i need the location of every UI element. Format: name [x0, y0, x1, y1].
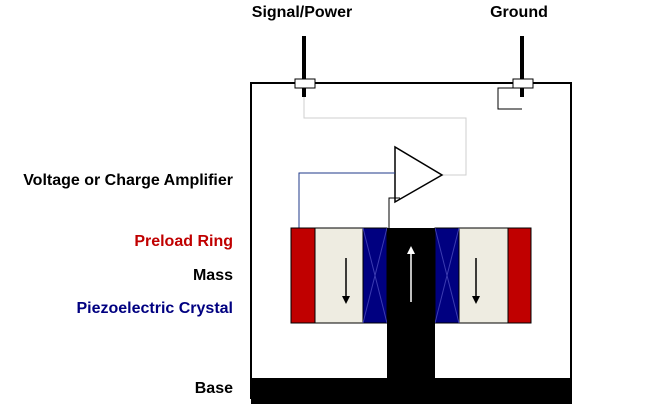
mass-right-arrow: [472, 258, 480, 304]
mass-label: Mass: [193, 267, 233, 284]
signal-power-label: Signal/Power: [252, 4, 352, 21]
amplifier-label: Voltage or Charge Amplifier: [23, 172, 233, 189]
preload-ring-label: Preload Ring: [134, 233, 233, 250]
piezo-crystal-right-hatch: [434, 227, 460, 324]
amplifier-input-wire: [298, 172, 395, 228]
ground-connection-wire: [497, 87, 522, 110]
base-label: Base: [195, 380, 233, 397]
amplifier-icon: [394, 145, 444, 204]
signal-terminal-insulator: [294, 78, 316, 89]
mass-left-arrow: [342, 258, 350, 304]
amplifier-ground-wire: [388, 197, 400, 228]
mass-left: [314, 227, 364, 324]
preload-ring-left: [290, 227, 316, 324]
piezo-crystal-label: Piezoelectric Crystal: [76, 300, 233, 317]
base: [251, 378, 572, 404]
amplifier-output-wire: [303, 97, 467, 176]
ground-terminal-insulator: [512, 78, 534, 89]
mass-right: [458, 227, 509, 324]
preload-ring-right: [507, 227, 532, 324]
ground-label: Ground: [490, 4, 548, 21]
piezo-crystal-left-hatch: [362, 227, 388, 324]
center-post-arrow: [407, 246, 415, 302]
